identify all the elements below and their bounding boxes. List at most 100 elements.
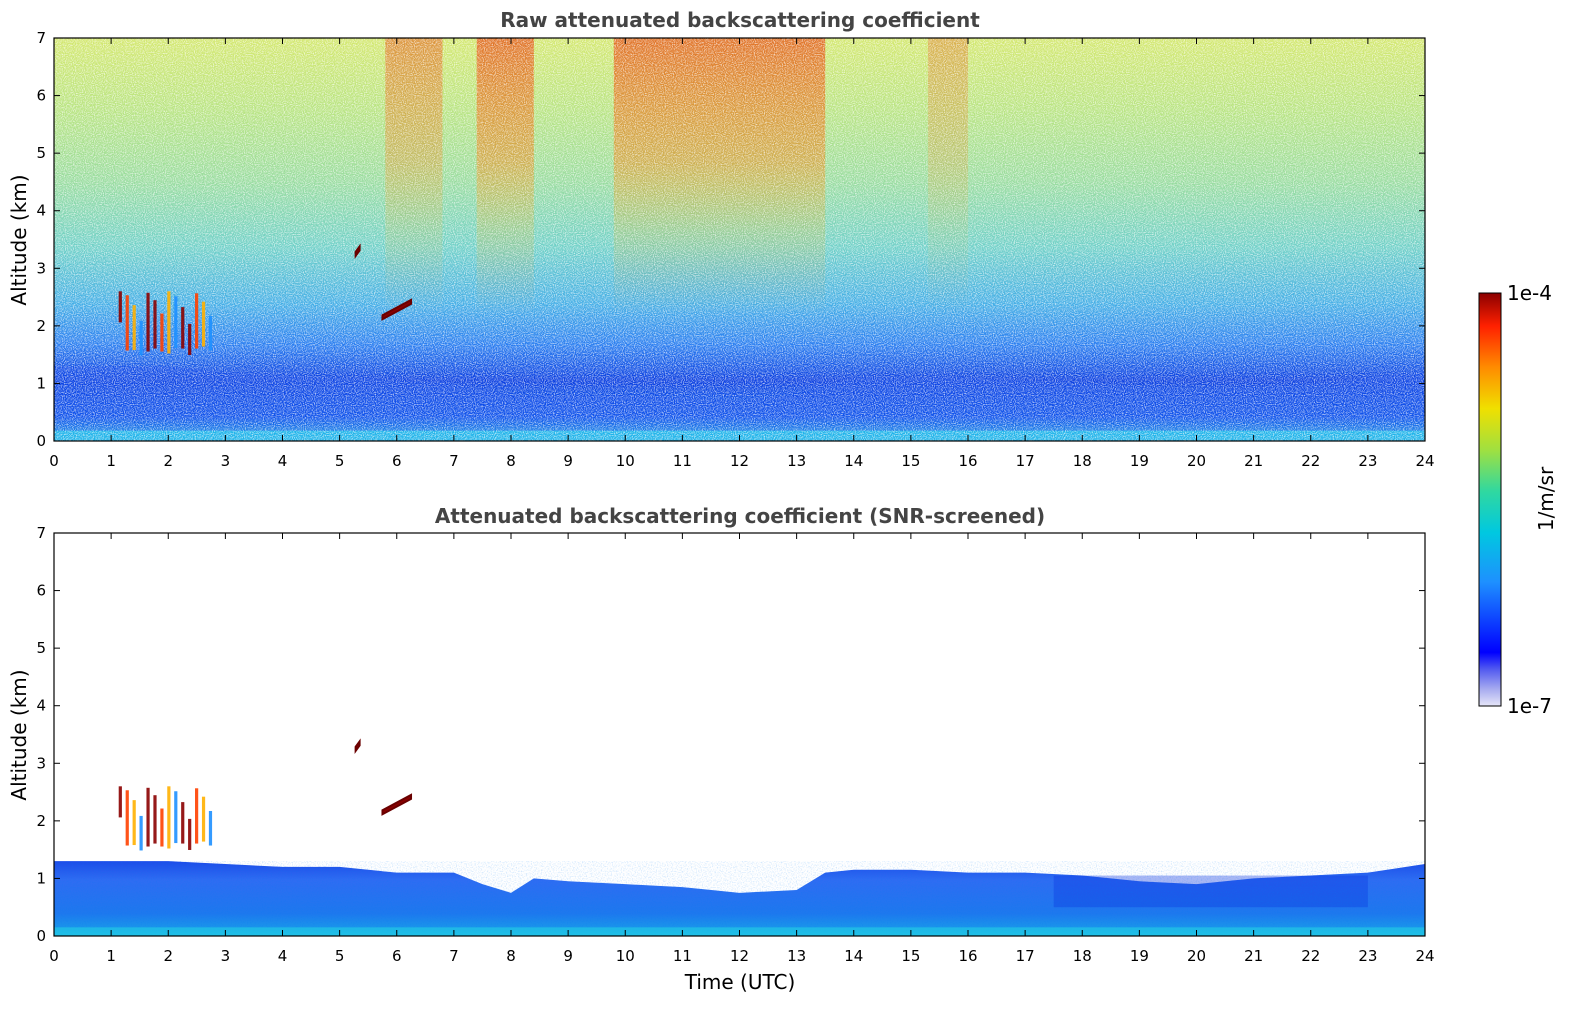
x-tick-label: 20 (1187, 947, 1206, 965)
cloud-blob (381, 298, 413, 321)
x-tick-label: 22 (1301, 947, 1320, 965)
y-tick-label: 5 (36, 639, 46, 657)
x-axis-label: Time (UTC) (684, 970, 796, 994)
x-tick-label: 17 (1016, 452, 1035, 470)
x-tick-label: 0 (49, 452, 59, 470)
cloud-streak (188, 323, 192, 355)
y-tick-label: 0 (36, 432, 46, 450)
cloud-streak (160, 808, 164, 847)
cloud-streak (132, 305, 136, 351)
screened-backscatter-panel: Attenuated backscattering coefficient (S… (7, 504, 1435, 994)
x-tick-label: 15 (901, 452, 920, 470)
cloud-streak (146, 292, 150, 352)
cloud-streak (132, 800, 136, 846)
x-tick-label: 10 (616, 947, 635, 965)
raw-y-axis-label: Altitude (km) (7, 174, 31, 305)
cloud-streak (139, 815, 143, 851)
x-tick-label: 19 (1130, 947, 1149, 965)
screened-y-axis: 0 1 2 3 4 5 6 7 (36, 524, 1425, 945)
x-tick-label: 15 (901, 947, 920, 965)
cloud-feature (354, 738, 361, 754)
y-tick-label: 2 (36, 317, 46, 335)
cloud-streak (153, 300, 157, 349)
x-tick-label: 24 (1415, 452, 1434, 470)
cloud-streak (160, 313, 164, 352)
x-tick-label: 21 (1244, 947, 1263, 965)
x-tick-label: 5 (335, 452, 345, 470)
screened-heatmap (54, 533, 1425, 936)
cloud-streak (139, 320, 143, 356)
x-tick-label: 0 (49, 947, 59, 965)
raw-y-axis: 0 1 2 3 4 5 6 7 (36, 29, 1425, 450)
x-tick-label: 14 (844, 947, 863, 965)
cloud-streak (146, 787, 150, 847)
x-tick-label: 12 (730, 452, 749, 470)
y-tick-label: 4 (36, 202, 46, 220)
x-tick-label: 16 (958, 452, 977, 470)
screened-x-axis: 0 1 2 3 4 5 6 7 8 9 10 11 12 13 14 15 16 17 18 19 20 21 22 23 24 (49, 533, 1435, 965)
x-tick-label: 1 (106, 947, 116, 965)
x-tick-label: 17 (1016, 947, 1035, 965)
x-tick-label: 6 (392, 452, 402, 470)
noise-texture (54, 38, 1425, 441)
cloud-streak (208, 810, 213, 846)
x-tick-label: 18 (1073, 947, 1092, 965)
x-tick-label: 4 (278, 452, 288, 470)
x-tick-label: 11 (673, 947, 692, 965)
cloud-feature (381, 793, 413, 816)
x-tick-label: 10 (616, 452, 635, 470)
cloud-streak (195, 788, 199, 844)
x-tick-label: 20 (1187, 452, 1206, 470)
cloud-streak (118, 291, 122, 323)
x-tick-label: 6 (392, 947, 402, 965)
y-tick-label: 1 (36, 869, 46, 887)
x-tick-label: 1 (106, 452, 116, 470)
raw-heatmap (54, 38, 1425, 441)
x-tick-label: 23 (1358, 947, 1377, 965)
cloud-streak (208, 315, 213, 351)
x-tick-label: 24 (1415, 947, 1434, 965)
x-tick-label: 21 (1244, 452, 1263, 470)
x-tick-label: 16 (958, 947, 977, 965)
cloud-streak (181, 307, 185, 349)
y-tick-label: 1 (36, 374, 46, 392)
x-tick-label: 8 (506, 947, 516, 965)
cloud-blob (381, 793, 413, 816)
raw-backscatter-panel: Raw attenuated backscattering coefficien… (7, 8, 1435, 470)
x-tick-label: 8 (506, 452, 516, 470)
x-tick-label: 23 (1358, 452, 1377, 470)
cloud-streak (181, 802, 185, 844)
cloud-streak (174, 791, 178, 844)
y-tick-label: 7 (36, 29, 46, 47)
cloud-streak (125, 790, 129, 846)
screened-panel-title: Attenuated backscattering coefficient (S… (435, 504, 1045, 528)
colorbar-max-label: 1e-4 (1507, 281, 1552, 305)
raw-panel-title: Raw attenuated backscattering coefficien… (500, 8, 980, 32)
cloud-streak (201, 301, 206, 347)
colorbar: 1e-4 1e-7 1/m/sr (1478, 281, 1558, 718)
x-tick-label: 5 (335, 947, 345, 965)
y-tick-label: 5 (36, 144, 46, 162)
colorbar-min-label: 1e-7 (1507, 694, 1552, 718)
cloud-blob (354, 738, 361, 754)
cloud-feature (381, 298, 413, 321)
cloud-streak (118, 786, 122, 818)
cloud-streak (201, 796, 206, 842)
cloud-streak (174, 296, 178, 349)
x-tick-label: 7 (449, 452, 459, 470)
cloud-feature (118, 291, 213, 356)
x-tick-label: 14 (844, 452, 863, 470)
y-tick-label: 4 (36, 697, 46, 715)
x-tick-label: 3 (221, 452, 231, 470)
cloud-feature (118, 786, 213, 851)
x-tick-label: 22 (1301, 452, 1320, 470)
x-tick-label: 9 (563, 947, 573, 965)
y-tick-label: 6 (36, 582, 46, 600)
x-tick-label: 7 (449, 947, 459, 965)
colorbar-unit-label: 1/m/sr (1534, 466, 1558, 531)
colorbar-gradient (1478, 292, 1502, 707)
cloud-streak (167, 291, 171, 354)
x-tick-label: 3 (221, 947, 231, 965)
cloud-streak (125, 295, 129, 351)
